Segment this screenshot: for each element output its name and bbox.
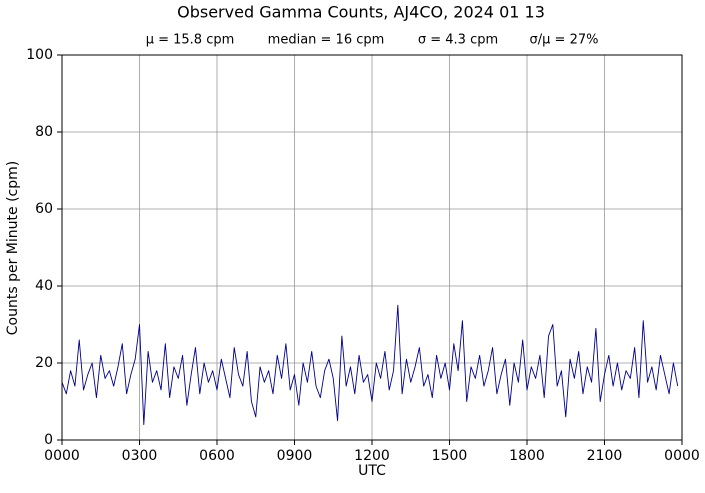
y-tick-label: 0 bbox=[44, 432, 53, 448]
subtitle: σ = 4.3 cpm bbox=[418, 33, 498, 48]
y-tick-label: 80 bbox=[35, 124, 53, 140]
y-tick-label: 20 bbox=[35, 355, 53, 371]
plot-frame bbox=[61, 54, 683, 441]
x-axis-label: UTC bbox=[358, 463, 386, 479]
subtitle: median = 16 cpm bbox=[268, 33, 385, 48]
x-tick-label: 1500 bbox=[432, 448, 468, 464]
x-tick-label: 1800 bbox=[509, 448, 545, 464]
x-tick-label: 0000 bbox=[44, 448, 80, 464]
y-axis-label: Counts per Minute (cpm) bbox=[5, 161, 21, 335]
chart-title: Observed Gamma Counts, AJ4CO, 2024 01 13 bbox=[177, 3, 545, 22]
subtitle: μ = 15.8 cpm bbox=[146, 33, 235, 48]
x-tick-label: 2100 bbox=[587, 448, 623, 464]
y-tick-label: 40 bbox=[35, 278, 53, 294]
x-tick-label: 0300 bbox=[122, 448, 158, 464]
x-tick-label: 0600 bbox=[199, 448, 235, 464]
y-tick-label: 100 bbox=[26, 47, 53, 63]
subtitle: σ/μ = 27% bbox=[530, 33, 599, 48]
data-line bbox=[61, 304, 679, 426]
x-tick-label: 1200 bbox=[354, 448, 390, 464]
x-tick-label: 0900 bbox=[277, 448, 313, 464]
y-tick-label: 60 bbox=[35, 201, 53, 217]
x-tick-label: 0000 bbox=[664, 448, 700, 464]
